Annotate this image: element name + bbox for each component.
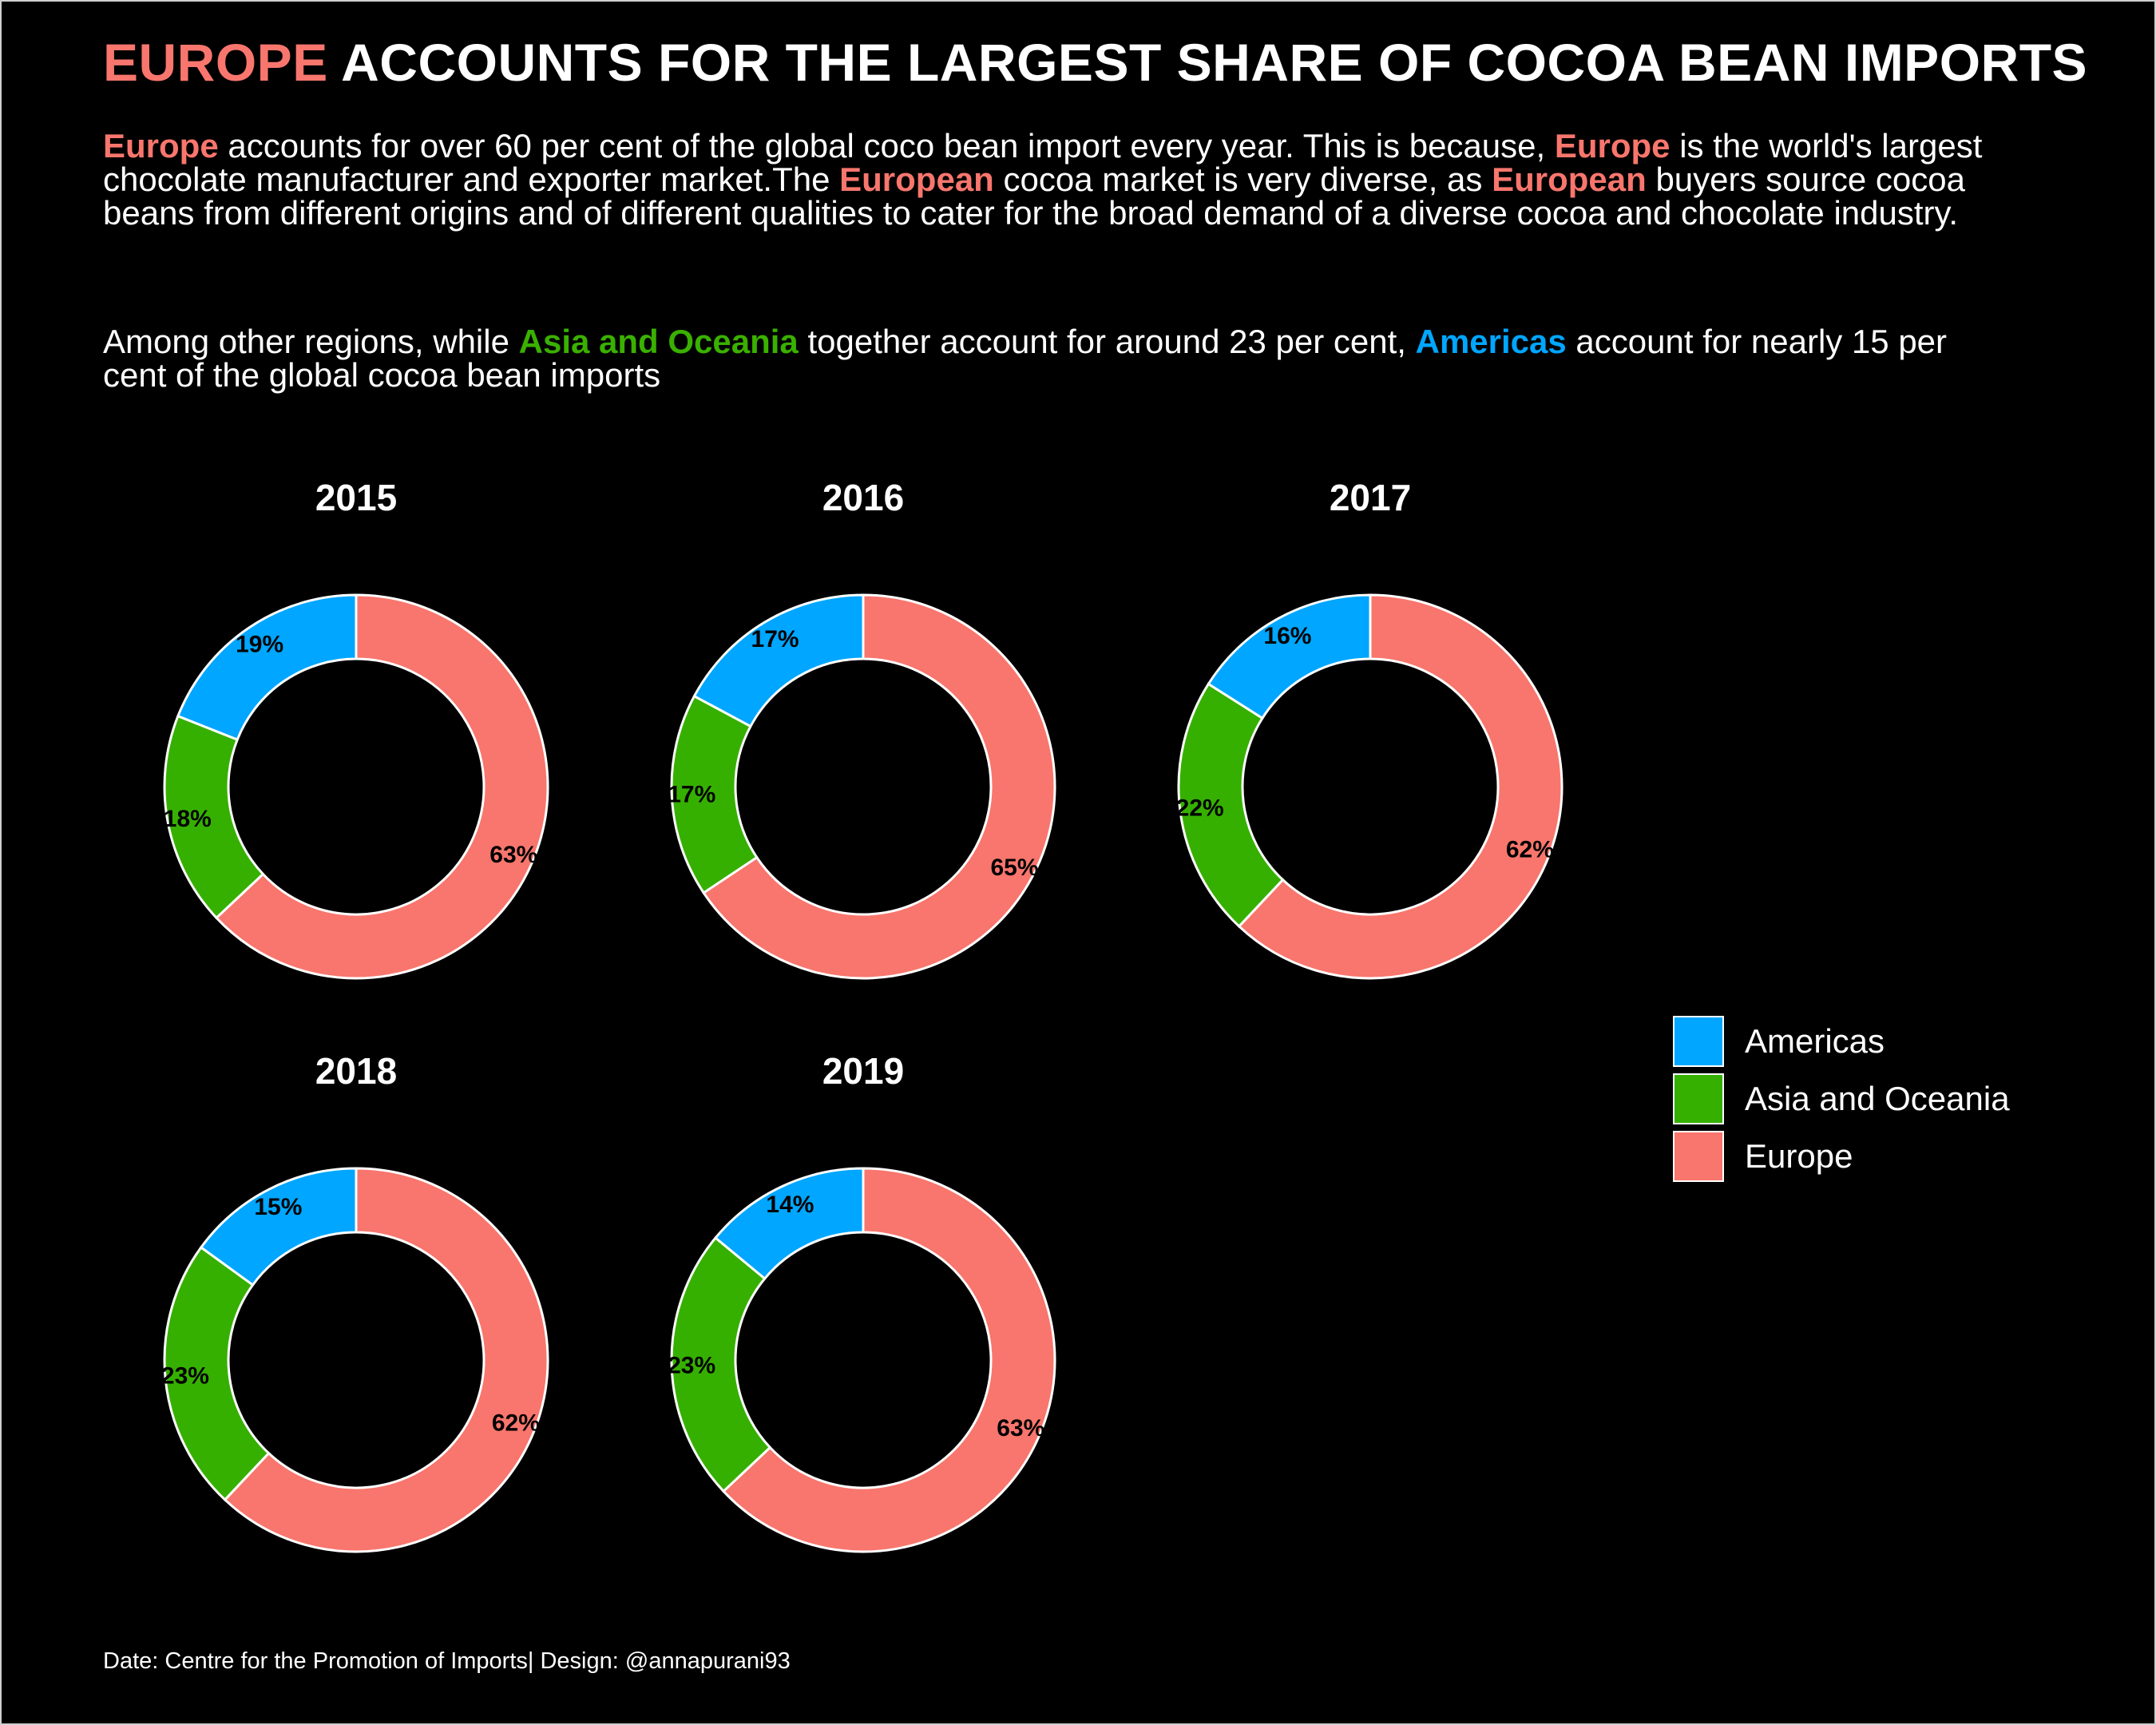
legend-item-americas: Americas — [1673, 1013, 2010, 1070]
slice-label: 17% — [751, 626, 799, 652]
slice-label: 15% — [254, 1194, 302, 1220]
slice-asia-and-oceania — [670, 1235, 772, 1493]
legend-label: Europe — [1745, 1137, 1853, 1175]
slice-label: 23% — [668, 1352, 715, 1378]
title-highlight: EUROPE — [103, 33, 328, 92]
paragraph-text: buyers source cocoa beans from different… — [103, 161, 1965, 232]
legend-key-asia-oceania — [1673, 1073, 1724, 1124]
chart-title: 2019 — [822, 1050, 904, 1092]
donut-chart-2016: 2016 65% 17% 17% — [668, 477, 1056, 980]
paragraph-text: accounts for over 60 per cent of the glo… — [228, 127, 1555, 165]
donut-chart-2017: 2017 62% 22% 16% — [1176, 477, 1563, 980]
slice-label: 17% — [668, 782, 715, 808]
legend-item-europe: Europe — [1673, 1128, 2010, 1185]
legend: Americas Asia and Oceania Europe — [1673, 1013, 2010, 1185]
slice-label: 19% — [236, 632, 283, 658]
paragraph-text: cocoa market is very diverse, as — [1003, 161, 1492, 198]
slice-label: 14% — [766, 1192, 814, 1218]
donut-chart-2018: 2018 62% 23% 15% — [161, 1050, 549, 1553]
donut-chart-2019: 2019 63% 23% 14% — [668, 1050, 1056, 1553]
legend-key-americas — [1673, 1016, 1724, 1067]
highlight-europe: Europe — [1554, 127, 1680, 165]
slice-europe — [223, 1167, 549, 1553]
legend-key-europe — [1673, 1131, 1724, 1182]
slice-asia-and-oceania — [1177, 682, 1285, 929]
slice-americas — [692, 593, 865, 728]
intro-paragraph: Europe accounts for over 60 per cent of … — [103, 129, 2003, 230]
page-title: EUROPE ACCOUNTS FOR THE LARGEST SHARE OF… — [103, 32, 2087, 93]
slice-label: 65% — [990, 855, 1038, 881]
slice-label: 16% — [1263, 623, 1311, 649]
slice-europe — [1237, 593, 1563, 980]
highlight-asia: Asia and Oceania — [518, 323, 808, 360]
paragraph-text: together account for around 23 per cent, — [807, 323, 1416, 360]
slice-americas — [713, 1167, 865, 1281]
highlight-europe: European — [839, 161, 1004, 198]
legend-item-asia-oceania: Asia and Oceania — [1673, 1070, 2010, 1128]
chart-title: 2017 — [1330, 477, 1411, 518]
legend-label: Asia and Oceania — [1745, 1080, 2010, 1117]
source-caption: Date: Centre for the Promotion of Import… — [103, 1648, 791, 1674]
slice-europe — [214, 593, 549, 980]
slice-europe — [702, 593, 1056, 980]
slice-label: 62% — [1506, 837, 1554, 863]
slice-europe — [721, 1167, 1056, 1553]
slice-americas — [199, 1167, 358, 1287]
legend-label: Americas — [1745, 1022, 1885, 1060]
slice-label: 22% — [1176, 795, 1224, 821]
highlight-americas: Americas — [1415, 323, 1576, 360]
chart-title: 2015 — [315, 477, 397, 518]
slice-label: 23% — [161, 1363, 209, 1390]
highlight-europe: European — [1492, 161, 1656, 198]
slice-asia-and-oceania — [163, 1245, 271, 1502]
slice-label: 18% — [164, 806, 212, 832]
chart-title: 2018 — [315, 1050, 397, 1092]
paragraph-text: is the world's largest chocolate manufac… — [103, 127, 1983, 198]
slice-americas — [176, 593, 358, 742]
slice-label: 62% — [492, 1410, 540, 1437]
paragraph-text: account for nearly 15 per cent of the gl… — [103, 323, 1948, 394]
regions-paragraph: Among other regions, while Asia and Ocea… — [103, 325, 2003, 392]
slice-label: 63% — [997, 1415, 1044, 1441]
paragraph-text: Among other regions, while — [103, 323, 519, 360]
slice-americas — [1207, 593, 1372, 720]
title-rest: ACCOUNTS FOR THE LARGEST SHARE OF COCOA … — [327, 33, 2088, 92]
donut-chart-2015: 2015 63% 18% 19% — [163, 477, 549, 980]
highlight-europe: Europe — [103, 127, 228, 165]
chart-title: 2016 — [822, 477, 904, 518]
slice-label: 63% — [489, 842, 537, 868]
